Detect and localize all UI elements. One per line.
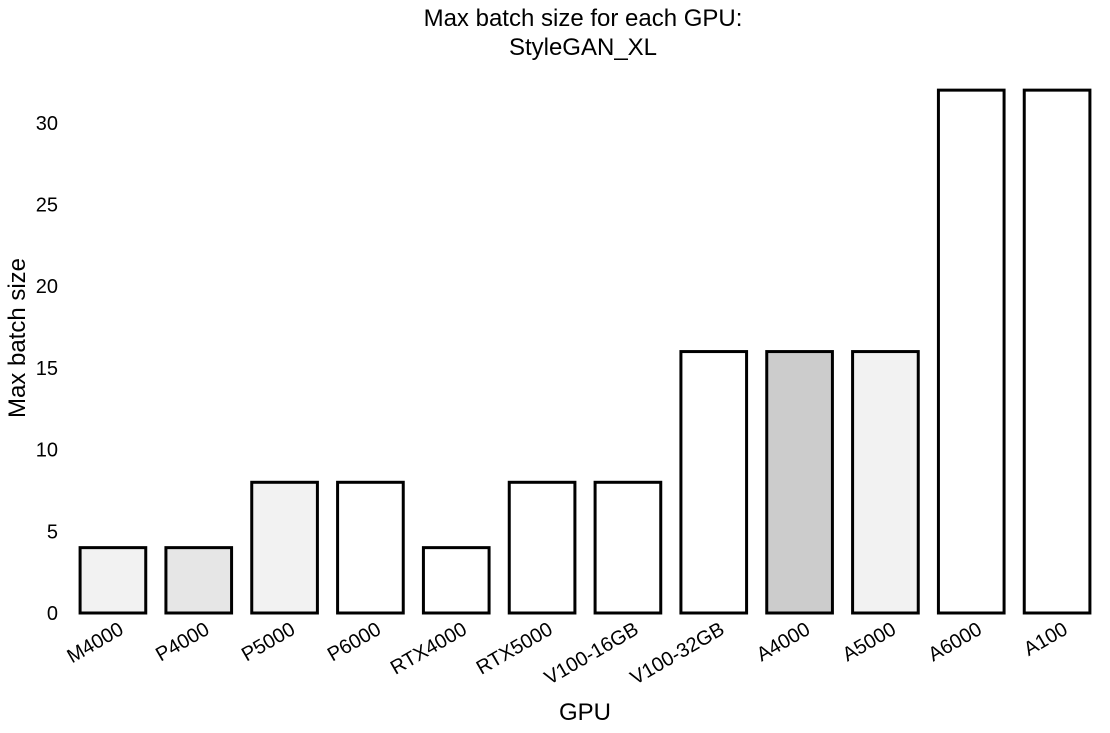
bar-v100-16gb: [593, 480, 663, 615]
bar-rtx5000: [507, 480, 577, 615]
bar-a5000: [851, 350, 920, 615]
x-axis-ticks: M4000 P4000 P5000 P6000 RTX4000 RTX5000V100-1…: [63, 618, 1071, 689]
x-tick-label: P4000: [152, 618, 213, 666]
y-tick-label: 0: [47, 603, 58, 625]
bar-v100-32gb: [679, 350, 749, 615]
y-tick-label: 30: [36, 113, 58, 135]
y-tick-label: 5: [47, 521, 58, 543]
x-axis-label: GPU: [559, 699, 611, 726]
x-tick-label: P5000: [238, 618, 299, 666]
x-tick-label: A4000: [753, 618, 814, 666]
bars-group: [78, 88, 1092, 615]
x-tick-label: A5000: [839, 618, 900, 666]
bar-p5000: [250, 480, 319, 615]
y-tick-label: 10: [36, 440, 58, 462]
y-tick-label: 25: [36, 195, 58, 217]
y-tick-label: 20: [36, 276, 58, 298]
y-axis-label: Max batch size: [4, 258, 31, 418]
x-tick-label: A100: [1020, 618, 1071, 660]
x-tick-label: P6000: [324, 618, 385, 666]
x-tick-label: V100-32GB: [627, 618, 729, 689]
y-axis-ticks: 0 5 10 15 20 25 30: [36, 113, 58, 625]
x-tick-label: A6000: [925, 618, 986, 666]
chart-subtitle: StyleGAN_XL: [509, 34, 657, 61]
x-tick-label: V100-16GB: [541, 618, 643, 689]
bar-p6000: [336, 480, 405, 615]
y-tick-label: 15: [36, 358, 58, 380]
x-tick-label: RTX4000: [387, 618, 471, 679]
bar-a4000: [765, 350, 834, 615]
bar-p4000: [164, 546, 234, 615]
chart-title: Max batch size for each GPU:: [424, 5, 743, 32]
bar-rtx4000: [421, 546, 491, 615]
bar-a100: [1022, 88, 1092, 615]
x-tick-label: M4000: [63, 618, 127, 668]
bar-a6000: [936, 88, 1006, 615]
bar-m4000: [78, 546, 148, 615]
